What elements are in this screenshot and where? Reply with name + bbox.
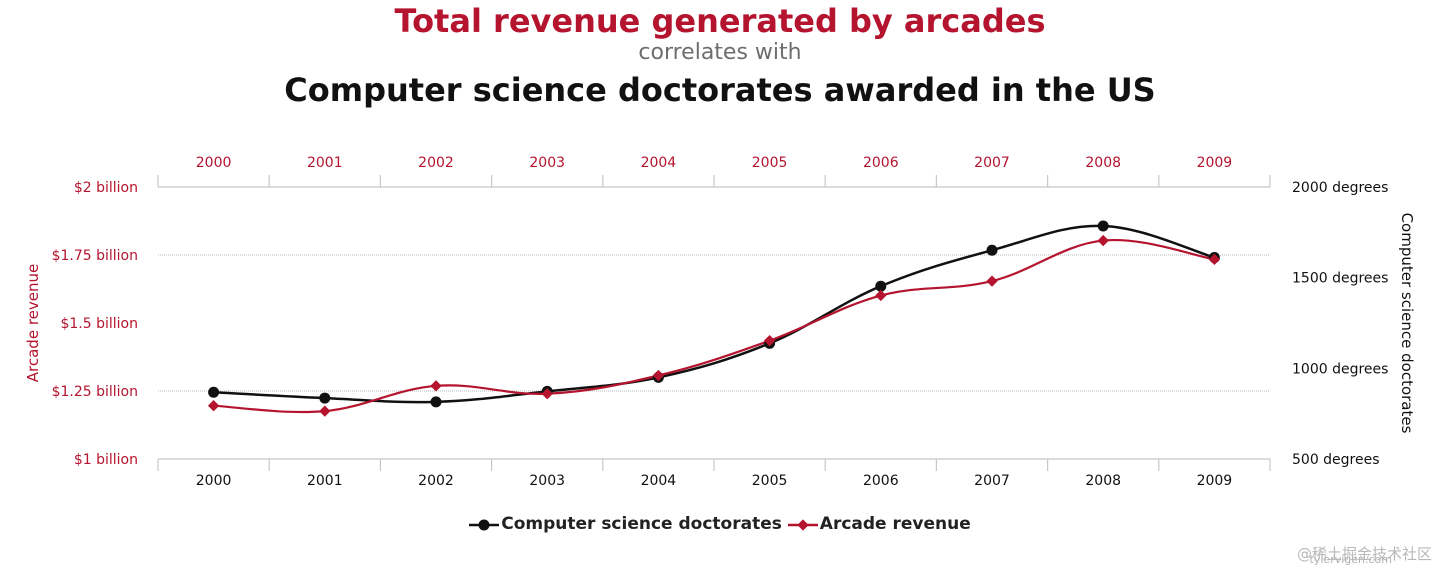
bottom-axis-label-2008: 2008 <box>1085 473 1121 489</box>
top-axis-label-2000: 2000 <box>196 155 232 171</box>
chart-legend: Computer science doctorates Arcade reven… <box>0 514 1440 538</box>
left-axis-title: Arcade revenue <box>24 264 42 382</box>
bottom-axis-label-2001: 2001 <box>307 473 343 489</box>
point-doctorates-2002 <box>430 396 442 408</box>
point-doctorates-2007 <box>986 244 998 256</box>
top-axis-label-2009: 2009 <box>1197 155 1233 171</box>
left-axis-tick-label-1: $1.75 billion <box>52 248 138 264</box>
legend-swatch-doctorates <box>469 515 500 533</box>
right-axis-tick-label-2: 1000 degrees <box>1292 361 1388 377</box>
point-arcade-2001 <box>319 405 331 417</box>
point-arcade-2008 <box>1097 234 1109 247</box>
right-axis-tick-label-3: 500 degrees <box>1292 452 1380 468</box>
top-axis-label-2001: 2001 <box>307 155 343 171</box>
top-axis-label-2003: 2003 <box>529 155 565 171</box>
left-axis-tick-label-2: $1.5 billion <box>60 316 138 332</box>
chart-title: Total revenue generated by arcades <box>394 2 1046 40</box>
left-axis-tick-label-3: $1.25 billion <box>52 384 138 400</box>
bottom-axis-label-2009: 2009 <box>1197 473 1233 489</box>
legend-swatch-arcade <box>787 515 818 533</box>
legend-item-arcade: Arcade revenue <box>787 514 971 534</box>
series-line-arcade <box>213 238 1215 414</box>
bottom-axis-label-2000: 2000 <box>196 473 232 489</box>
bottom-axis-label-2006: 2006 <box>863 473 899 489</box>
top-axis-label-2007: 2007 <box>974 155 1010 171</box>
point-arcade-2002 <box>430 380 442 392</box>
bottom-axis-label-2005: 2005 <box>752 473 788 489</box>
point-arcade-2005 <box>763 335 776 347</box>
top-axis-label-2002: 2002 <box>418 155 454 171</box>
bottom-axis-label-2003: 2003 <box>529 473 565 489</box>
left-axis-tick-label-4: $1 billion <box>74 452 138 468</box>
point-arcade-2007 <box>986 275 998 287</box>
point-arcade-2006 <box>875 289 887 302</box>
top-axis-label-2006: 2006 <box>863 155 899 171</box>
watermark: @稀土掘金技术社区 <box>1296 545 1432 563</box>
legend-label-doctorates: Computer science doctorates <box>501 514 782 534</box>
point-arcade-2000 <box>207 400 220 412</box>
top-axis-label-2004: 2004 <box>641 155 677 171</box>
top-axis-label-2008: 2008 <box>1085 155 1121 171</box>
point-arcade-2003 <box>541 388 553 400</box>
point-doctorates-2008 <box>1097 220 1109 232</box>
right-axis-tick-label-0: 2000 degrees <box>1292 180 1388 196</box>
legend-item-doctorates: Computer science doctorates <box>469 514 782 534</box>
bottom-axis-label-2007: 2007 <box>974 473 1010 489</box>
chart-subtitle: correlates with <box>638 40 802 65</box>
series-line-doctorates <box>213 224 1215 404</box>
source-site: tylervigen.com <box>1309 553 1392 566</box>
bottom-axis-label-2002: 2002 <box>418 473 454 489</box>
point-arcade-2004 <box>652 369 665 382</box>
top-axis-label-2005: 2005 <box>752 155 788 171</box>
point-doctorates-2000 <box>208 386 220 398</box>
point-doctorates-2001 <box>319 392 331 404</box>
legend-label-arcade: Arcade revenue <box>819 514 971 534</box>
left-axis-tick-label-0: $2 billion <box>74 180 138 196</box>
bottom-axis-label-2004: 2004 <box>641 473 677 489</box>
point-doctorates-2006 <box>875 280 887 292</box>
right-axis-tick-label-1: 1500 degrees <box>1292 271 1388 287</box>
right-axis-title: Computer science doctorates <box>1398 213 1416 434</box>
chart-title-secondary: Computer science doctorates awarded in t… <box>284 71 1156 109</box>
